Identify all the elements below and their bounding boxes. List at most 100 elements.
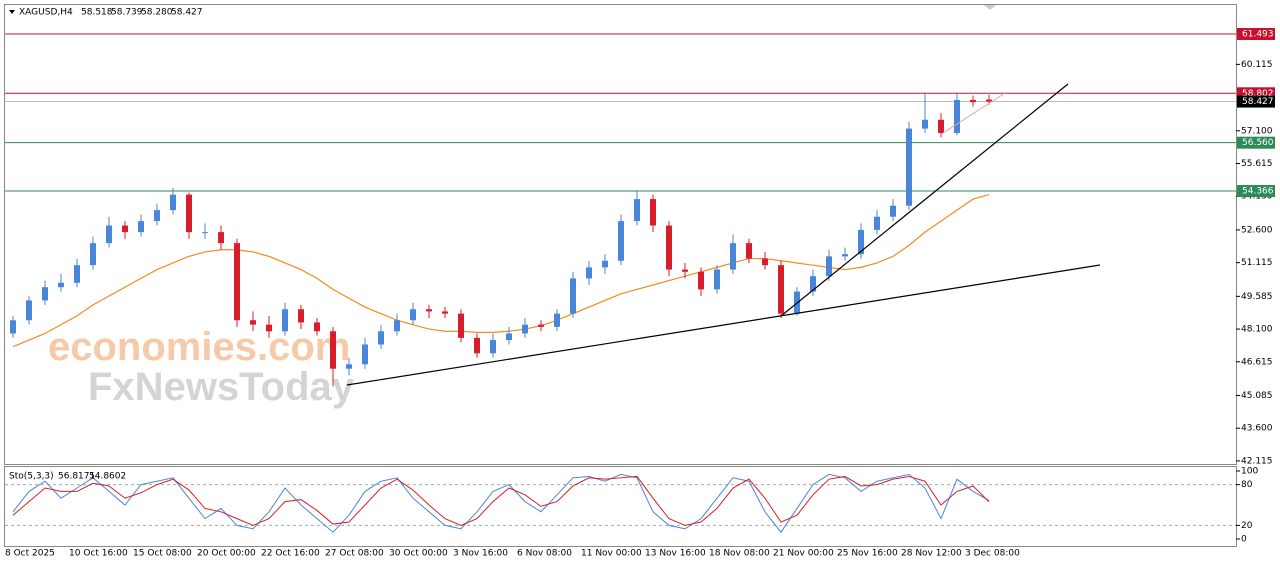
y-tick-label: 49.585 bbox=[1241, 292, 1273, 302]
candle-body bbox=[138, 221, 144, 233]
candle-body bbox=[570, 278, 576, 314]
candle-body bbox=[122, 225, 128, 233]
candle-body bbox=[250, 320, 256, 325]
candle-body bbox=[762, 258, 768, 266]
header-arrow bbox=[9, 10, 15, 14]
price-level-box bbox=[1237, 95, 1275, 108]
trend-line bbox=[780, 83, 1069, 317]
stoch-plot bbox=[5, 473, 1236, 534]
candle-body bbox=[986, 99, 992, 102]
candle-body bbox=[330, 331, 336, 369]
stoch-header: Sto(5,3,3) 56.8171 54.8602 bbox=[9, 472, 126, 482]
candle-body bbox=[218, 232, 224, 244]
x-tick-label: 27 Oct 08:00 bbox=[325, 549, 384, 559]
x-tick-label: 21 Nov 00:00 bbox=[773, 549, 834, 559]
candle-body bbox=[410, 309, 416, 321]
candle-body bbox=[202, 232, 208, 234]
candle-body bbox=[698, 271, 704, 290]
candle-body bbox=[298, 309, 304, 323]
stoch-panel bbox=[4, 466, 1237, 547]
x-tick-label: 18 Nov 08:00 bbox=[709, 549, 770, 559]
price-level-label: 56.560 bbox=[1242, 138, 1274, 148]
candle-body bbox=[90, 243, 96, 266]
candle-body bbox=[874, 216, 880, 230]
x-tick-label: 3 Nov 16:00 bbox=[453, 549, 508, 559]
candle-body bbox=[282, 309, 288, 332]
candle-body bbox=[730, 243, 736, 270]
candle-body bbox=[186, 194, 192, 233]
candle-body bbox=[778, 265, 784, 314]
candle-body bbox=[970, 99, 976, 103]
x-tick-label: 20 Oct 00:00 bbox=[197, 549, 256, 559]
header: XAGUSD,H4 58.518 58.739 58.280 58.427 bbox=[9, 8, 203, 18]
candle-body bbox=[858, 229, 864, 255]
candle-body bbox=[538, 324, 544, 327]
price-level-label: 54.366 bbox=[1242, 187, 1274, 197]
price-level-box bbox=[1237, 136, 1275, 149]
y-tick-label: 46.615 bbox=[1241, 357, 1273, 367]
x-tick-label: 15 Oct 08:00 bbox=[133, 549, 192, 559]
stoch-title: Sto(5,3,3) bbox=[9, 472, 54, 482]
candle-body bbox=[938, 119, 944, 133]
candle-body bbox=[922, 119, 928, 129]
candle-body bbox=[58, 282, 64, 288]
candle-body bbox=[906, 128, 912, 206]
y-tick-label: 48.100 bbox=[1241, 325, 1273, 335]
candle-body bbox=[682, 269, 688, 272]
candle-body bbox=[362, 344, 368, 365]
price-level-label: 61.493 bbox=[1242, 30, 1274, 40]
price-plot bbox=[5, 33, 1236, 387]
x-tick-label: 13 Nov 16:00 bbox=[645, 549, 706, 559]
candle-body bbox=[650, 199, 656, 226]
ohlc-low: 58.280 bbox=[141, 8, 173, 18]
candle-body bbox=[266, 324, 272, 332]
candle-body bbox=[954, 99, 960, 133]
y-tick-label: 52.600 bbox=[1241, 225, 1273, 235]
x-tick-label: 28 Nov 12:00 bbox=[901, 549, 962, 559]
candle-body bbox=[714, 269, 720, 290]
candle-body bbox=[314, 322, 320, 332]
candle-body bbox=[10, 320, 16, 334]
y-tick-label: 42.115 bbox=[1241, 456, 1273, 466]
watermark: FxNewsToday bbox=[88, 365, 355, 409]
scroll-marker bbox=[984, 5, 996, 10]
candle-body bbox=[474, 337, 480, 354]
candle-body bbox=[234, 243, 240, 321]
candle-body bbox=[346, 364, 352, 369]
candle-body bbox=[842, 254, 848, 257]
symbol: XAGUSD,H4 bbox=[19, 8, 73, 18]
candle-body bbox=[170, 194, 176, 211]
y-tick-label: 43.600 bbox=[1241, 424, 1273, 434]
candle-body bbox=[666, 225, 672, 270]
price-level-box bbox=[1237, 185, 1275, 198]
x-tick-label: 25 Nov 16:00 bbox=[837, 549, 898, 559]
x-tick-label: 30 Oct 00:00 bbox=[389, 549, 448, 559]
candle-body bbox=[42, 287, 48, 301]
x-tick-label: 8 Oct 2025 bbox=[5, 549, 55, 559]
x-tick-label: 22 Oct 16:00 bbox=[261, 549, 320, 559]
price-level-box bbox=[1237, 28, 1275, 41]
candle-body bbox=[26, 300, 32, 321]
price-level-label: 58.802 bbox=[1242, 89, 1274, 99]
candle-body bbox=[890, 205, 896, 217]
trend-line bbox=[939, 92, 1006, 136]
trend-line bbox=[346, 264, 1101, 386]
candle-body bbox=[554, 313, 560, 327]
candle-body bbox=[810, 276, 816, 292]
candle-body bbox=[746, 243, 752, 259]
y-tick-label: 20 bbox=[1241, 521, 1253, 531]
stoch-main-value: 56.8171 bbox=[58, 472, 95, 482]
candle-body bbox=[506, 333, 512, 341]
candle-body bbox=[74, 265, 80, 283]
candle-body bbox=[634, 199, 640, 222]
ohlc-close: 58.427 bbox=[171, 8, 203, 18]
x-tick-label: 10 Oct 16:00 bbox=[69, 549, 128, 559]
candle-body bbox=[826, 256, 832, 277]
y-tick-label: 51.115 bbox=[1241, 258, 1273, 268]
candle-body bbox=[378, 331, 384, 345]
candle-body bbox=[490, 340, 496, 354]
watermark: economies.com bbox=[48, 325, 350, 369]
candle-body bbox=[602, 260, 608, 268]
ohlc-high: 58.739 bbox=[111, 8, 143, 18]
